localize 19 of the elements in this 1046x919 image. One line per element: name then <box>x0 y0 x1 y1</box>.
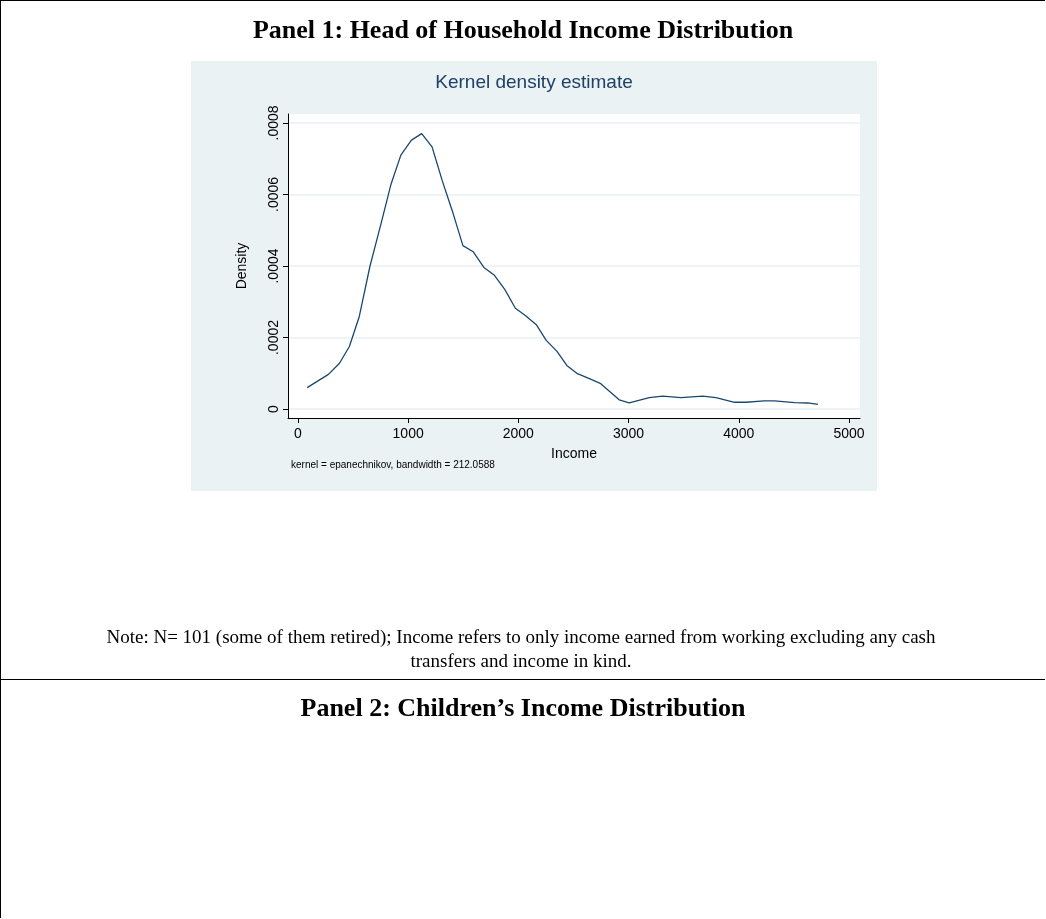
x-tick-label: 4000 <box>723 425 755 441</box>
y-axis-title: Density <box>233 242 249 290</box>
y-tick-label: .0006 <box>265 176 281 212</box>
x-tick-label: 3000 <box>612 425 645 441</box>
y-tick-label: .0008 <box>265 105 281 141</box>
text: kernel = epanechnikov, bandwidth = 212.0588 <box>291 458 496 470</box>
text: Note: N= 101 (some of them retired); Income refers to only income earned from working excluding any cash transfers and income in kind. <box>105 625 937 673</box>
y-tick-label: .0004 <box>265 248 281 284</box>
y-tick-label: 0 <box>265 404 281 413</box>
x-tick-label: 2000 <box>502 425 535 441</box>
chart-title: Panel 1: Head of Household Income Distribution <box>251 15 795 45</box>
x-axis-title: Income <box>551 445 598 461</box>
x-tick-label: 5000 <box>833 425 865 441</box>
x-tick-label: 0 <box>294 425 303 441</box>
chart-subtitle: Kernel density estimate <box>435 71 633 92</box>
line-series <box>306 133 819 406</box>
text: Panel 2: Children’s Income Distribution <box>299 693 747 723</box>
y-tick-label: .0002 <box>265 319 281 356</box>
x-tick-label: 1000 <box>392 425 424 441</box>
